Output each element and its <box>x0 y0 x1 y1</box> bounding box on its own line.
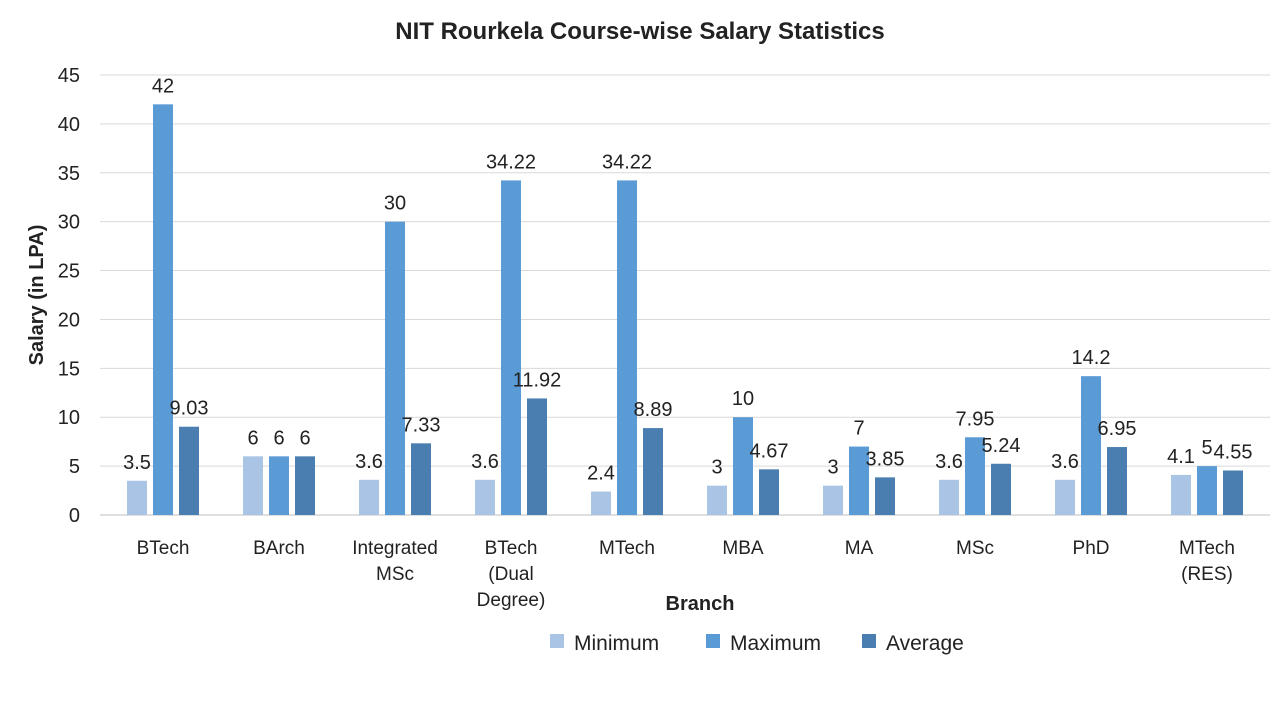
bar-maximum <box>733 417 753 515</box>
data-label: 3.6 <box>1051 451 1079 473</box>
y-tick-label: 35 <box>58 163 80 185</box>
data-label: 10 <box>732 388 754 410</box>
data-label: 6 <box>273 427 284 449</box>
legend-label: Maximum <box>730 632 821 655</box>
x-tick-label: (Dual <box>488 564 533 585</box>
data-label: 2.4 <box>587 463 615 485</box>
legend-swatch-average <box>862 634 876 648</box>
data-label: 3 <box>827 457 838 479</box>
bar-minimum <box>1171 474 1191 515</box>
x-tick-label: PhD <box>1073 538 1110 559</box>
bar-average <box>759 469 779 515</box>
chart-title: NIT Rourkela Course-wise Salary Statisti… <box>395 18 885 45</box>
y-tick-label: 10 <box>58 407 80 429</box>
bar-maximum <box>617 180 637 515</box>
x-tick-label: MSc <box>956 538 994 559</box>
x-tick-label: (RES) <box>1181 564 1233 585</box>
bar-maximum <box>269 456 289 515</box>
data-label: 30 <box>384 193 406 215</box>
data-label: 8.89 <box>634 399 673 421</box>
data-label: 7 <box>853 418 864 440</box>
x-tick-label: Degree) <box>477 590 546 611</box>
bar-minimum <box>707 485 727 515</box>
x-tick-label: Integrated <box>352 538 438 559</box>
y-tick-label: 5 <box>69 456 80 478</box>
bar-average <box>527 398 547 515</box>
x-tick-label: MSc <box>376 564 414 585</box>
data-label: 6 <box>299 427 310 449</box>
data-label: 11.92 <box>513 369 562 391</box>
data-label: 34.22 <box>486 151 536 173</box>
data-label: 34.22 <box>602 151 652 173</box>
data-label: 4.1 <box>1167 446 1195 468</box>
y-tick-label: 15 <box>58 358 80 380</box>
data-label: 7.95 <box>956 408 995 430</box>
x-tick-label: BTech <box>485 538 538 559</box>
bar-minimum <box>359 479 379 515</box>
bar-average <box>991 463 1011 515</box>
bar-minimum <box>823 485 843 515</box>
bar-minimum <box>243 456 263 515</box>
bar-average <box>179 426 199 515</box>
legend-label: Minimum <box>574 632 659 655</box>
bar-maximum <box>501 180 521 515</box>
y-tick-label: 20 <box>58 309 80 331</box>
y-tick-label: 25 <box>58 261 80 283</box>
bar-average <box>1223 470 1243 515</box>
bar-average <box>1107 447 1127 515</box>
legend-label: Average <box>886 632 964 655</box>
bar-minimum <box>127 480 147 515</box>
bar-average <box>643 428 663 515</box>
data-label: 6.95 <box>1098 418 1137 440</box>
x-tick-label: BArch <box>253 538 305 559</box>
data-label: 5.24 <box>982 435 1021 457</box>
x-tick-label: MA <box>845 538 874 559</box>
bar-maximum <box>385 221 405 515</box>
data-label: 3.6 <box>471 451 499 473</box>
bar-average <box>411 443 431 515</box>
data-label: 3.85 <box>866 448 905 470</box>
bar-minimum <box>475 479 495 515</box>
legend-swatch-minimum <box>550 634 564 648</box>
data-label: 4.67 <box>750 440 789 462</box>
bar-average <box>875 477 895 515</box>
data-label: 3 <box>711 457 722 479</box>
bar-maximum <box>965 437 985 515</box>
bar-minimum <box>939 479 959 515</box>
data-label: 14.2 <box>1072 347 1111 369</box>
bar-minimum <box>591 491 611 515</box>
x-tick-label: BTech <box>137 538 190 559</box>
data-label: 3.6 <box>355 451 383 473</box>
data-label: 42 <box>152 75 174 97</box>
legend: Minimum Maximum Average <box>550 632 964 655</box>
data-label: 3.5 <box>123 452 151 474</box>
x-tick-label: MTech <box>599 538 655 559</box>
bar-maximum <box>1197 466 1217 515</box>
data-label: 4.55 <box>1214 442 1253 464</box>
bar-maximum <box>1081 376 1101 515</box>
legend-swatch-maximum <box>706 634 720 648</box>
bar-maximum <box>849 446 869 515</box>
data-label: 3.6 <box>935 451 963 473</box>
x-tick-label: MTech <box>1179 538 1235 559</box>
bar-maximum <box>153 104 173 515</box>
bar-minimum <box>1055 479 1075 515</box>
data-label: 6 <box>247 427 258 449</box>
x-axis-label: Branch <box>666 593 735 615</box>
y-tick-label: 45 <box>58 65 80 87</box>
y-axis-label: Salary (in LPA) <box>26 225 48 366</box>
y-tick-label: 0 <box>69 505 80 527</box>
y-tick-label: 40 <box>58 114 80 136</box>
data-label: 9.03 <box>170 398 209 420</box>
x-tick-label: MBA <box>722 538 764 559</box>
y-tick-label: 30 <box>58 212 80 234</box>
bar-average <box>295 456 315 515</box>
data-label: 7.33 <box>402 414 441 436</box>
data-label: 5 <box>1201 437 1212 459</box>
